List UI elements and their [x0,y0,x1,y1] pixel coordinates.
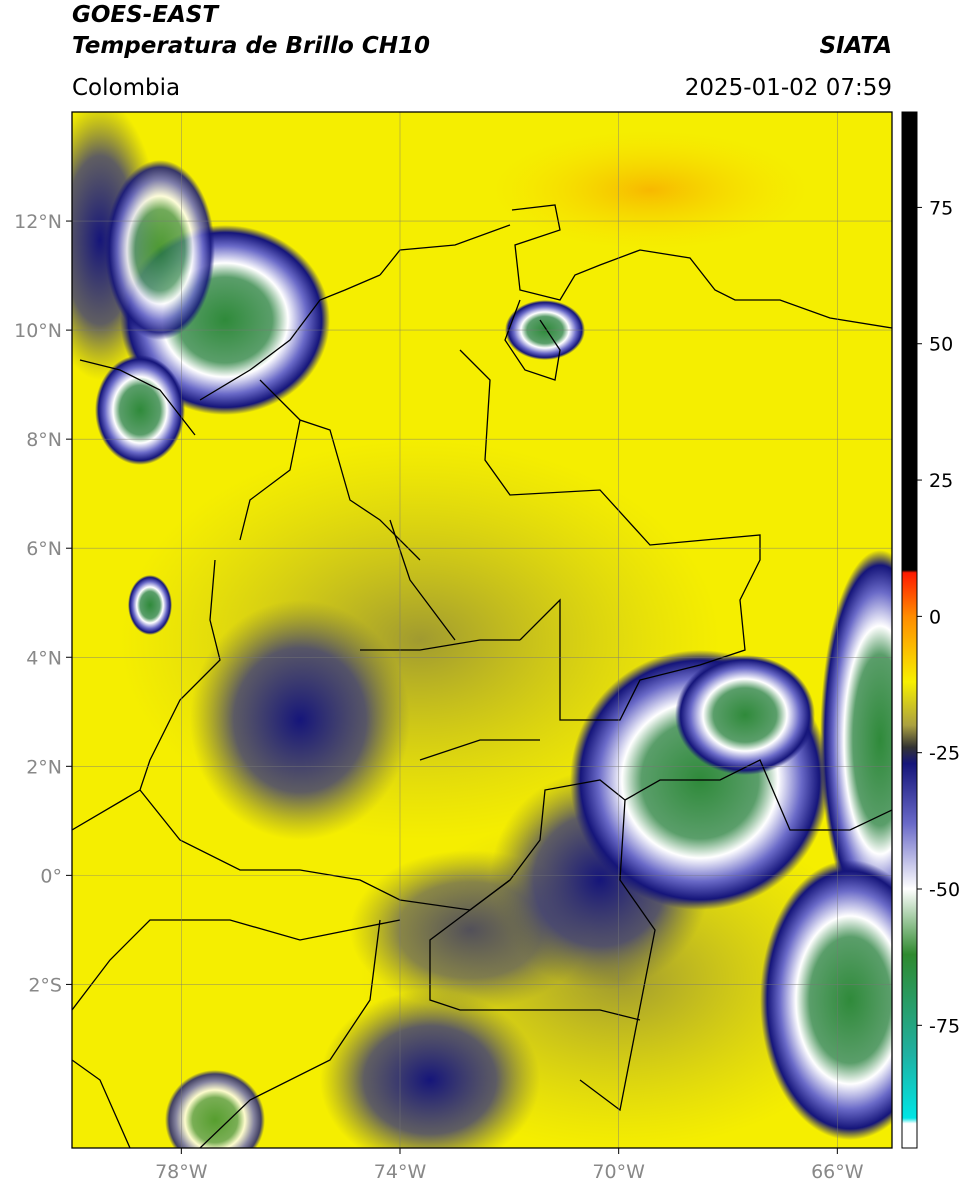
colorbar-tick-label: -75 [929,1015,960,1037]
colorbar [901,111,918,1149]
datetime: 2025-01-02 07:59 [685,75,892,101]
colorbar-tick-label: -50 [929,879,960,901]
x-tick-label: 70°W [592,1161,645,1183]
colorbar-tick-label: 50 [929,334,953,356]
colorbar-tick-label: -25 [929,743,960,765]
x-tick-label: 74°W [374,1161,427,1183]
y-tick-label: 12°N [14,211,62,233]
gridlines [72,112,892,1148]
x-tick-label: 78°W [155,1161,208,1183]
y-tick-label: 10°N [14,320,62,342]
y-tick-label: 6°N [26,538,62,560]
satellite-image [72,112,892,1148]
y-tick-label: 2°N [26,756,62,778]
title: GOES-EAST [72,2,220,28]
colorbar-tick-label: 75 [929,197,953,219]
y-tick-label: 2°S [28,974,62,996]
y-tick-label: 8°N [26,429,62,451]
subtitle: Temperatura de Brillo CH10 [72,33,430,59]
borders [72,204,892,1148]
source: SIATA [820,33,892,59]
y-tick-label: 0° [40,865,62,887]
colorbar-tick-label: 25 [929,470,953,492]
map-frame [71,111,893,1149]
region: Colombia [72,75,180,101]
y-tick-label: 4°N [26,647,62,669]
colorbar-tick-label: 0 [929,606,941,628]
x-tick-label: 66°W [811,1161,864,1183]
